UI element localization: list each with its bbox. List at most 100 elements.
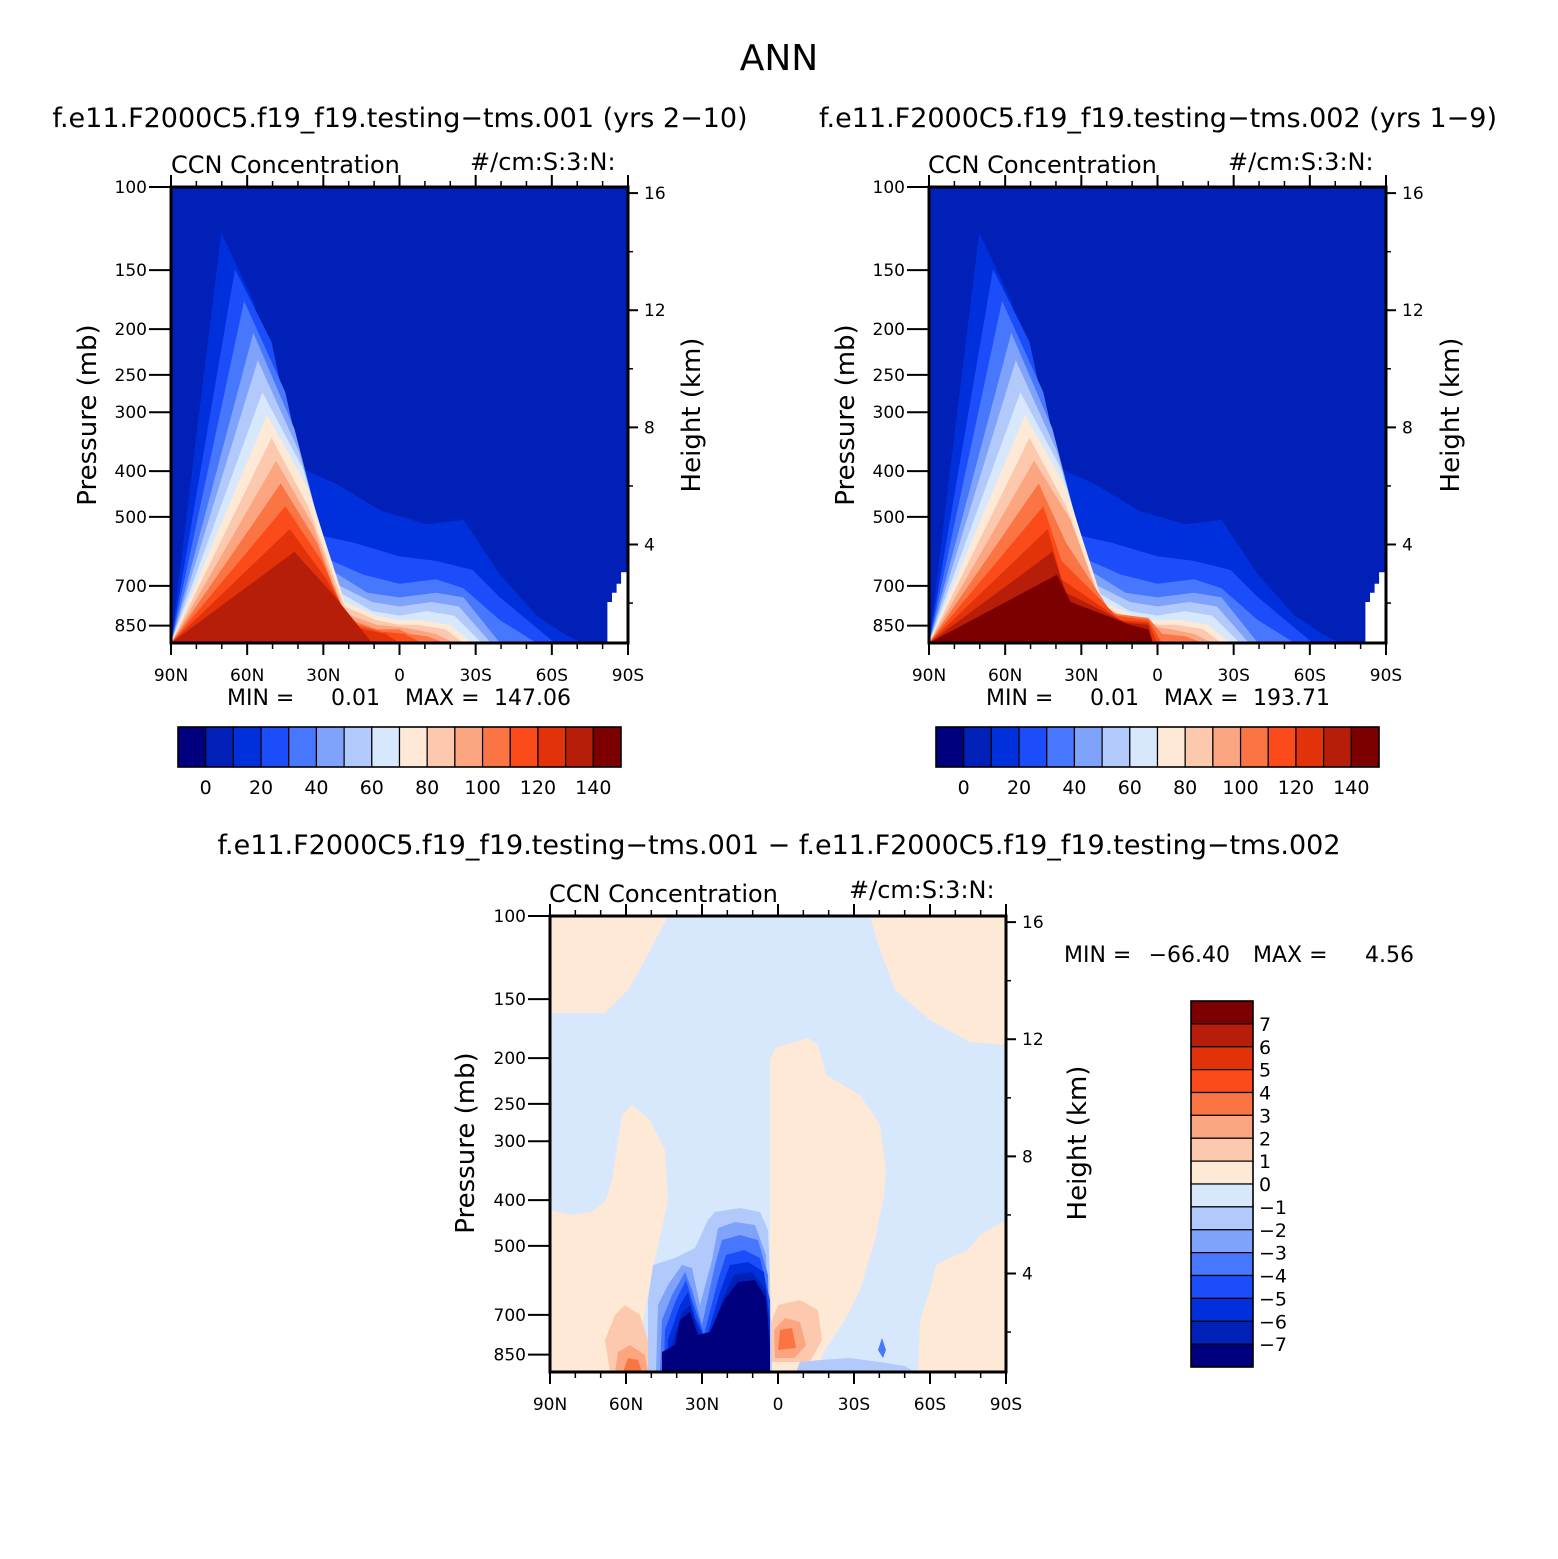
difference-colorbar-label: 4: [1259, 1083, 1271, 1105]
diff-region-positive-tropics: [770, 1038, 886, 1372]
case1-colorbar-label: 100: [464, 777, 500, 799]
case2-colorbar-swatch: [1156, 726, 1186, 768]
case2-colorbar-swatch: [1018, 726, 1048, 768]
case2-colorbar-label: 100: [1222, 777, 1258, 799]
difference-min-value: −66.40: [1149, 943, 1230, 968]
diff-region-positive-southern: [918, 1220, 1006, 1372]
difference-colorbar-swatch: [1190, 1274, 1254, 1299]
case2-min-label: MIN =: [986, 686, 1053, 711]
case2-xtick-label: 30N: [1064, 666, 1098, 686]
difference-colorbar-label: −1: [1259, 1197, 1287, 1219]
case1-ytick-label: 250: [115, 366, 147, 386]
difference-ytick-label: 500: [494, 1237, 526, 1257]
case2-colorbar-swatch: [1046, 726, 1076, 768]
case1-xtick-label: 60S: [536, 666, 568, 686]
case1-ytick-label: 700: [115, 577, 147, 597]
case1-ytick-label: 850: [115, 617, 147, 637]
case1-ytick-right-label: 4: [644, 535, 655, 555]
case2-ytick-label: 200: [873, 320, 905, 340]
case2-ylabel-right: Height (km): [1436, 338, 1466, 493]
case1-ytick-label: 100: [115, 178, 147, 198]
case1-xtick-label: 90S: [612, 666, 644, 686]
difference-ytick-label: 200: [494, 1049, 526, 1069]
difference-xtick-label: 30S: [838, 1395, 870, 1415]
difference-xtick-label: 60S: [914, 1395, 946, 1415]
case1-ytick-label: 300: [115, 403, 147, 423]
diff-region-neg-speck: [878, 1338, 886, 1358]
case1-colorbar-frame: [177, 726, 622, 768]
case1-colorbar-swatch: [509, 726, 539, 768]
case1-ytick-right-label: 16: [644, 184, 666, 204]
figure-title: ANN: [740, 38, 819, 79]
difference-colorbar-label: −2: [1259, 1220, 1287, 1242]
case1-subtitle-left: CCN Concentration: [171, 151, 400, 179]
case1-ytick-label: 500: [115, 508, 147, 528]
case1-colorbar-label: 80: [415, 777, 439, 799]
case2-ylabel: Pressure (mb): [831, 324, 861, 505]
case2-colorbar-swatch: [963, 726, 992, 768]
case2-missing-data: [1365, 572, 1386, 643]
difference-colorbar-label: 5: [1259, 1060, 1271, 1082]
case1-colorbar-swatch: [232, 726, 262, 768]
case2-colorbar-swatch: [1101, 726, 1131, 768]
case2-ytick-right-label: 4: [1402, 535, 1413, 555]
panel-difference: 90N 60N 30N 0 30S 60S 90S100150200250300400500…: [451, 876, 1414, 1415]
difference-colorbar-swatch: [1190, 1046, 1254, 1071]
difference-colorbar-label: 1: [1259, 1151, 1271, 1173]
case1-xtick-label: 60N: [230, 666, 264, 686]
difference-colorbar-label: −7: [1259, 1334, 1287, 1356]
case2-max-value: 193.71: [1253, 686, 1330, 711]
case2-ytick-label: 500: [873, 508, 905, 528]
difference-colorbar-swatch: [1190, 1000, 1254, 1025]
case1-colorbar: 0 20 40 60 80 100 120 140: [177, 726, 622, 799]
difference-colorbar-swatch: [1190, 1137, 1254, 1162]
difference-xtick-label: 90N: [533, 1395, 567, 1415]
difference-colorbar-swatch: [1190, 1206, 1254, 1231]
case1-band-13: [171, 551, 373, 643]
difference-colorbar-label: 0: [1259, 1174, 1271, 1196]
panel-case2: 90N 60N 30N 0 30S 60S 90S100150200250300400500…: [831, 148, 1466, 799]
case2-colorbar-frame: [935, 726, 1380, 768]
case1-colorbar-swatch: [481, 726, 511, 768]
case1-colorbar-swatch: [398, 726, 428, 768]
case2-xtick-label: 90S: [1370, 666, 1402, 686]
difference-colorbar-swatch: [1190, 1320, 1254, 1345]
diff-region-pos-3to4-a: [623, 1358, 642, 1372]
case2-colorbar-swatch: [1350, 726, 1380, 768]
difference-colorbar-swatch: [1190, 1252, 1254, 1277]
case1-max-label: MAX =: [405, 686, 480, 711]
top-left-title: f.e11.F2000C5.f19_f19.testing−tms.001 (y…: [52, 103, 747, 134]
case2-ytick-label: 300: [873, 403, 905, 423]
difference-xtick-label: 0: [773, 1395, 784, 1415]
difference-colorbar-label: 3: [1259, 1105, 1271, 1127]
case1-colorbar-label: 20: [249, 777, 273, 799]
case2-max-label: MAX =: [1164, 686, 1239, 711]
case1-colorbar-label: 120: [520, 777, 556, 799]
case2-colorbar-swatch: [1129, 726, 1159, 768]
case2-colorbar-swatch: [1239, 726, 1269, 768]
case1-ytick-label: 400: [115, 462, 147, 482]
case1-min-label: MIN =: [227, 686, 294, 711]
case1-colorbar-swatch: [288, 726, 318, 768]
case1-colorbar-swatch: [454, 726, 484, 768]
difference-colorbar-swatch: [1190, 1069, 1254, 1094]
case1-colorbar-label: 60: [360, 777, 384, 799]
difference-ytick-label: 850: [494, 1346, 526, 1366]
case2-colorbar-swatch: [1267, 726, 1297, 768]
difference-max-value: 4.56: [1365, 943, 1414, 968]
difference-ytick-right-label: 8: [1022, 1147, 1033, 1167]
difference-colorbar-swatch: [1190, 1343, 1254, 1368]
case1-axes: 90N 60N 30N 0 30S 60S 90S 100 150 200 250 300 400 500…: [115, 175, 666, 686]
case2-xtick-label: 30S: [1217, 666, 1249, 686]
bottom-title: f.e11.F2000C5.f19_f19.testing−tms.001 − …: [217, 830, 1340, 861]
case1-colorbar-swatch: [315, 726, 345, 768]
case1-colorbar-label: 40: [304, 777, 328, 799]
difference-subtitle-left: CCN Concentration: [549, 880, 778, 908]
case2-ytick-right-label: 12: [1402, 301, 1424, 321]
diff-region-below-minus7: [662, 1280, 770, 1372]
case1-colorbar-swatch: [371, 726, 401, 768]
case1-colorbar-swatch: [537, 726, 567, 768]
case1-colorbar-swatch: [426, 726, 456, 768]
